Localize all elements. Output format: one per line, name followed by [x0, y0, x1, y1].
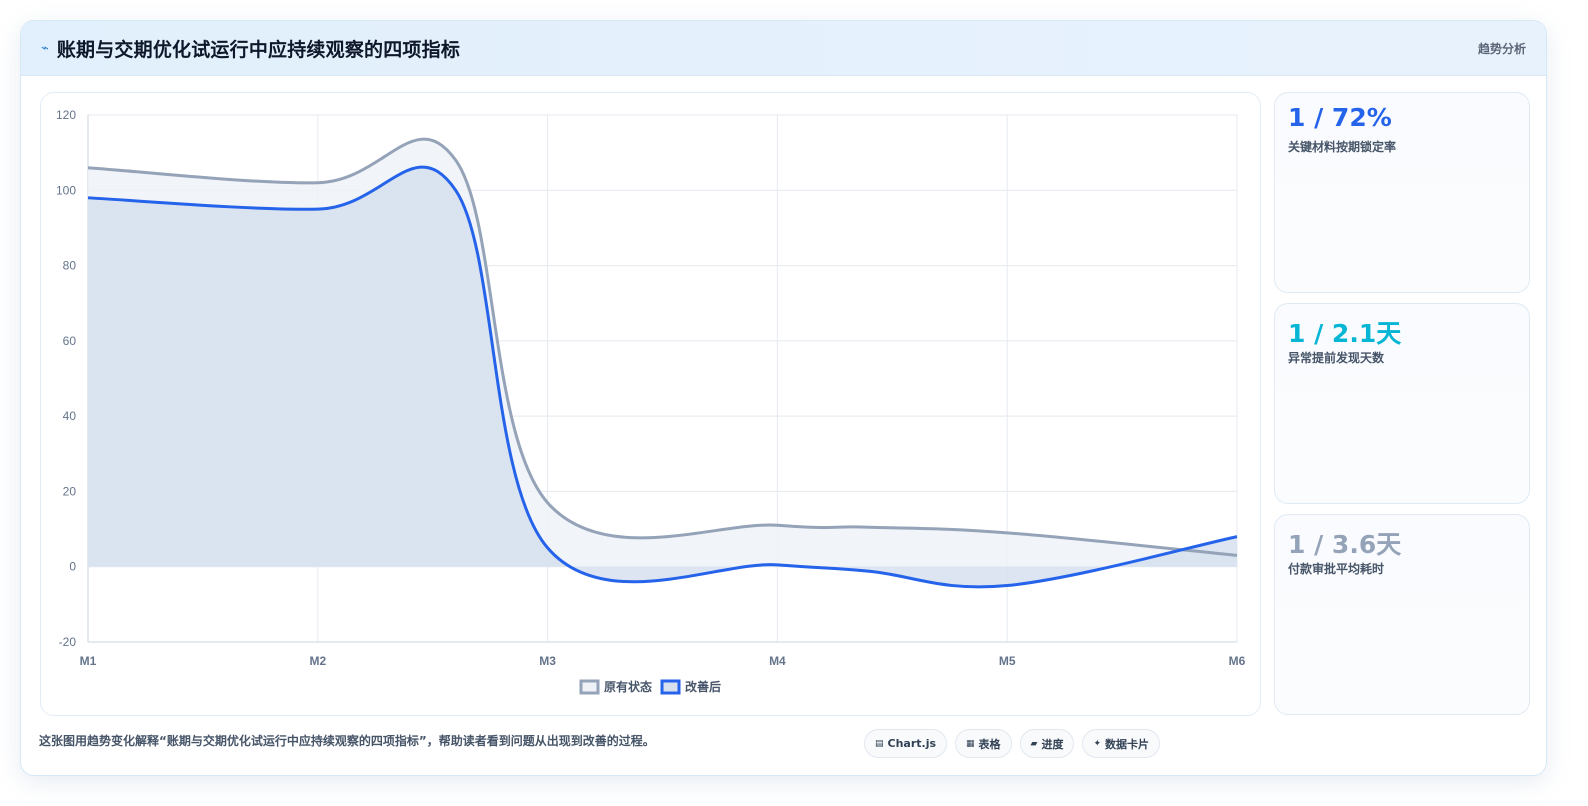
card-header: ⌁ 账期与交期优化试运行中应持续观察的四项指标 趋势分析: [21, 21, 1546, 76]
chart-caption: 这张图用趋势变化解释“账期与交期优化试运行中应持续观察的四项指标”，帮助读者看到…: [39, 734, 655, 748]
kpi-value: 1 / 2.1天: [1288, 319, 1402, 348]
chip-label: 进度: [1041, 737, 1064, 751]
kpi-card-1: 1 / 72% 关键材料按期锁定率: [1274, 92, 1530, 293]
y-tick-label: 0: [69, 560, 76, 574]
kpi-label: 异常提前发现天数: [1288, 351, 1385, 365]
chart-panel: -20 0 20 40 60 80 100 120 M1 M2 M3 M4 M5 M6 原有状态 改善后: [40, 92, 1261, 716]
chip-progress[interactable]: ▰ 进度: [1019, 729, 1075, 758]
kpi-card-2: 1 / 2.1天 异常提前发现天数: [1274, 303, 1530, 504]
series-line-2: [87, 165, 1238, 589]
title-wrap: ⌁ 账期与交期优化试运行中应持续观察的四项指标: [41, 21, 460, 76]
y-tick-label: 80: [63, 259, 77, 273]
chip-chartjs[interactable]: ▤ Chart.js: [864, 729, 948, 758]
chart-card: ⌁ 账期与交期优化试运行中应持续观察的四项指标 趋势分析 -20 0 20 40 60 8…: [20, 20, 1547, 776]
line-chart: -20 0 20 40 60 80 100 120 M1 M2 M3 M4 M5 M6 原有状态 改善后: [56, 108, 1246, 695]
kpi-card-3: 1 / 3.6天 付款审批平均耗时: [1274, 514, 1530, 715]
chart-icon: ▤: [875, 738, 884, 749]
y-tick-label: 120: [56, 108, 76, 122]
table-icon: ▦: [966, 738, 975, 749]
kpi-value: 1 / 3.6天: [1288, 530, 1402, 559]
kpi-label: 关键材料按期锁定率: [1288, 140, 1397, 154]
sparkle-icon: ✦: [1093, 738, 1102, 749]
legend-swatch: [579, 679, 600, 695]
chip-row: ▤ Chart.js ▦ 表格 ▰ 进度 ✦ 数据卡片: [864, 729, 1161, 758]
kpi-value: 1 / 72%: [1288, 103, 1392, 132]
y-tick-label: 40: [63, 409, 77, 423]
y-tick-label: 60: [63, 334, 77, 348]
chip-label: Chart.js: [887, 737, 937, 750]
trend-icon: ⌁: [41, 41, 49, 56]
header-tag: 趋势分析: [1477, 42, 1526, 56]
x-tick-label: M1: [80, 654, 97, 668]
x-tick-label: M6: [1229, 654, 1246, 668]
chip-table[interactable]: ▦ 表格: [955, 729, 1012, 758]
progress-icon: ▰: [1030, 738, 1038, 749]
kpi-label: 付款审批平均耗时: [1288, 562, 1385, 576]
y-tick-label: 100: [56, 183, 76, 197]
series-area-2: [88, 167, 1237, 587]
legend-swatch: [660, 679, 681, 695]
legend-label: 改善后: [685, 679, 721, 694]
chip-label: 数据卡片: [1105, 737, 1150, 751]
page-title: 账期与交期优化试运行中应持续观察的四项指标: [56, 39, 461, 61]
x-tick-label: M3: [539, 654, 556, 668]
series-line-1: [87, 137, 1238, 557]
x-tick-label: M4: [769, 654, 786, 668]
x-tick-label: M5: [999, 654, 1016, 668]
x-tick-label: M2: [309, 654, 326, 668]
y-tick-label: 20: [63, 484, 77, 498]
chip-label: 表格: [978, 737, 1001, 751]
y-tick-label: -20: [59, 635, 77, 649]
legend-label: 原有状态: [604, 679, 652, 694]
chip-data-cards[interactable]: ✦ 数据卡片: [1082, 729, 1161, 758]
